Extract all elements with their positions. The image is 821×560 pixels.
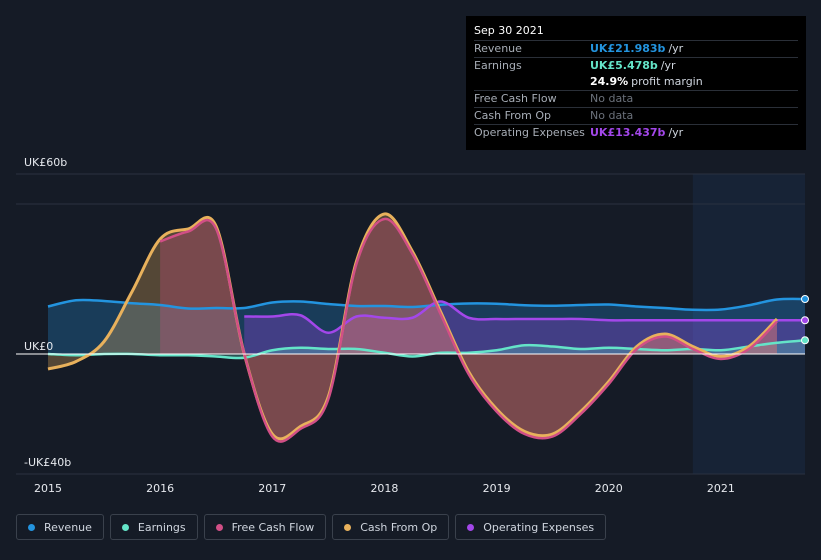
legend-label-operating-expenses: Operating Expenses <box>483 520 595 534</box>
operating-expenses-area <box>244 301 805 354</box>
tooltip-opex-unit: /yr <box>668 126 684 139</box>
tooltip-margin-text: profit margin <box>631 75 703 88</box>
tooltip-row-revenue: Revenue UK£21.983b /yr <box>474 40 798 57</box>
tooltip-revenue-unit: /yr <box>668 42 684 55</box>
tooltip-margin-spacer <box>474 74 590 90</box>
x-tick-label: 2018 <box>370 482 398 495</box>
tooltip-cfo-label: Cash From Op <box>474 109 552 122</box>
tooltip-cfo-value: No data <box>590 109 634 122</box>
legend-item-free-cash-flow[interactable]: Free Cash Flow <box>203 514 327 540</box>
earnings-line <box>47 339 806 360</box>
tooltip-earnings-value: UK£5.478b <box>590 59 658 72</box>
legend-item-cash-from-op[interactable]: Cash From Op <box>332 514 450 540</box>
free-cash-flow-area <box>160 218 777 442</box>
x-tick-label: 2015 <box>34 482 62 495</box>
revenue-dot-icon <box>28 523 35 531</box>
tooltip-row-opex: Operating Expenses UK£13.437b /yr <box>474 124 798 141</box>
tooltip-earnings-unit: /yr <box>660 59 676 72</box>
earnings-dot-icon <box>121 523 129 531</box>
cash-from-op-line <box>47 212 779 441</box>
cash-from-op-dot-icon <box>344 523 352 531</box>
operating-expenses-end-point <box>801 316 809 325</box>
operating-expenses-dot-icon <box>467 523 475 531</box>
legend: Revenue Earnings Free Cash Flow Cash Fro… <box>16 514 607 540</box>
forecast-region <box>692 174 805 474</box>
revenue-area <box>48 298 805 354</box>
tooltip-revenue-label: Revenue <box>474 42 522 55</box>
cash-from-op-area <box>48 213 777 439</box>
operating-expenses-line <box>244 300 805 335</box>
x-tick-label: 2017 <box>258 482 286 495</box>
x-tick-label: 2016 <box>146 482 174 495</box>
legend-item-operating-expenses[interactable]: Operating Expenses <box>455 514 607 540</box>
legend-item-earnings[interactable]: Earnings <box>109 514 198 540</box>
free-cash-flow-dot-icon <box>215 523 223 531</box>
tooltip-fcf-value: No data <box>590 92 634 105</box>
tooltip-revenue-value: UK£21.983b <box>590 42 666 55</box>
y-tick-label: UK£60b <box>24 156 67 169</box>
tooltip-panel: Sep 30 2021 Revenue UK£21.983b /yr Earni… <box>466 16 806 150</box>
tooltip-date: Sep 30 2021 <box>474 24 544 37</box>
tooltip-row-earnings: Earnings UK£5.478b /yr <box>474 57 798 74</box>
tooltip-margin-value: 24.9% <box>590 75 629 88</box>
x-tick-label: 2021 <box>707 482 735 495</box>
tooltip-opex-value: UK£13.437b <box>590 126 666 139</box>
legend-label-earnings: Earnings <box>137 520 186 534</box>
y-tick-label: UK£0 <box>24 340 53 353</box>
tooltip-fcf-label: Free Cash Flow <box>474 92 557 105</box>
legend-label-cash-from-op: Cash From Op <box>360 520 438 534</box>
tooltip-row-fcf: Free Cash Flow No data <box>474 90 798 107</box>
earnings-end-point <box>801 336 809 345</box>
x-tick-label: 2020 <box>595 482 623 495</box>
free-cash-flow-line <box>159 217 778 443</box>
tooltip-row-cfo: Cash From Op No data <box>474 107 798 124</box>
tooltip-row-margin: 24.9% profit margin <box>474 74 798 90</box>
tooltip-opex-label: Operating Expenses <box>474 126 585 139</box>
legend-item-revenue[interactable]: Revenue <box>16 514 104 540</box>
x-tick-label: 2019 <box>483 482 511 495</box>
legend-label-free-cash-flow: Free Cash Flow <box>231 520 315 534</box>
revenue-end-point <box>801 295 809 303</box>
legend-label-revenue: Revenue <box>44 520 92 534</box>
tooltip-earnings-label: Earnings <box>474 59 522 72</box>
y-tick-label: -UK£40b <box>24 456 71 469</box>
revenue-line <box>47 297 806 312</box>
